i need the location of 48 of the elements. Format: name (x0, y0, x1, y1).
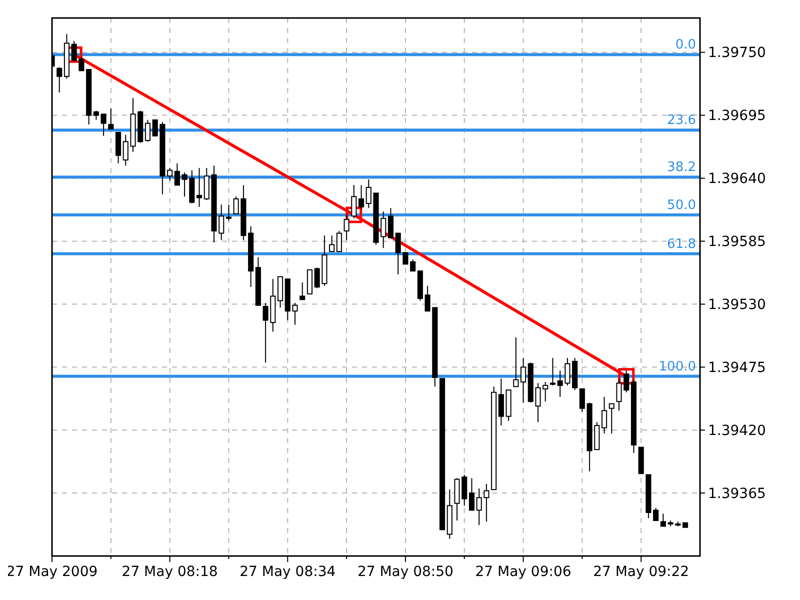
y-tick-label: 1.39475 (708, 360, 766, 376)
candlestick (167, 167, 173, 182)
y-tick-label: 1.39695 (708, 108, 766, 124)
x-tick-label: 27 May 08:18 (122, 564, 218, 580)
candlestick (174, 162, 180, 186)
y-tick-label: 1.39750 (708, 45, 766, 62)
candlestick (336, 230, 342, 252)
candlestick (410, 259, 416, 272)
annotation: 50.0 (667, 198, 696, 213)
annotation: 0.0 (675, 38, 696, 53)
candlestick (550, 357, 556, 386)
y-tick-label: 1.39640 (708, 171, 766, 188)
candlestick (601, 396, 608, 434)
candlestick (329, 234, 335, 252)
candlestick (468, 478, 475, 511)
annotation: 38.2 (667, 160, 696, 176)
candlestick (513, 336, 519, 388)
x-tick-label: 27 May 09:22 (593, 564, 690, 580)
candlestick (196, 167, 202, 208)
candlestick (100, 114, 106, 136)
candlestick (300, 282, 306, 300)
y-tick-label: 1.39420 (708, 422, 766, 439)
annotation: 23.6 (667, 113, 696, 128)
x-tick-label: 27 May 08:34 (240, 564, 336, 580)
annotation: 61.8 (667, 236, 696, 252)
candlestick (93, 110, 99, 120)
candlestick (579, 388, 585, 412)
candlestick (520, 357, 526, 404)
candlestick (108, 108, 114, 130)
candlestick (56, 66, 62, 93)
annotation: 100.0 (658, 359, 696, 374)
candlestick (144, 119, 151, 142)
x-tick-label: 27 May 08:50 (357, 564, 454, 580)
candlestick (498, 378, 504, 426)
candlestick (660, 513, 666, 527)
candlestick (226, 204, 232, 222)
candlestick (358, 184, 364, 210)
candlestick (344, 214, 350, 241)
candlestick (388, 208, 394, 238)
x-tick-label: 27 May 09:06 (475, 564, 572, 580)
candlestick (608, 403, 614, 434)
candlestick (653, 507, 659, 522)
y-tick-label: 1.39585 (708, 234, 766, 250)
point (346, 206, 362, 224)
candlestick (351, 184, 357, 219)
y-tick-label: 1.39365 (708, 486, 766, 502)
y-tick-label: 1.39530 (708, 297, 766, 314)
candlestick (115, 132, 122, 164)
